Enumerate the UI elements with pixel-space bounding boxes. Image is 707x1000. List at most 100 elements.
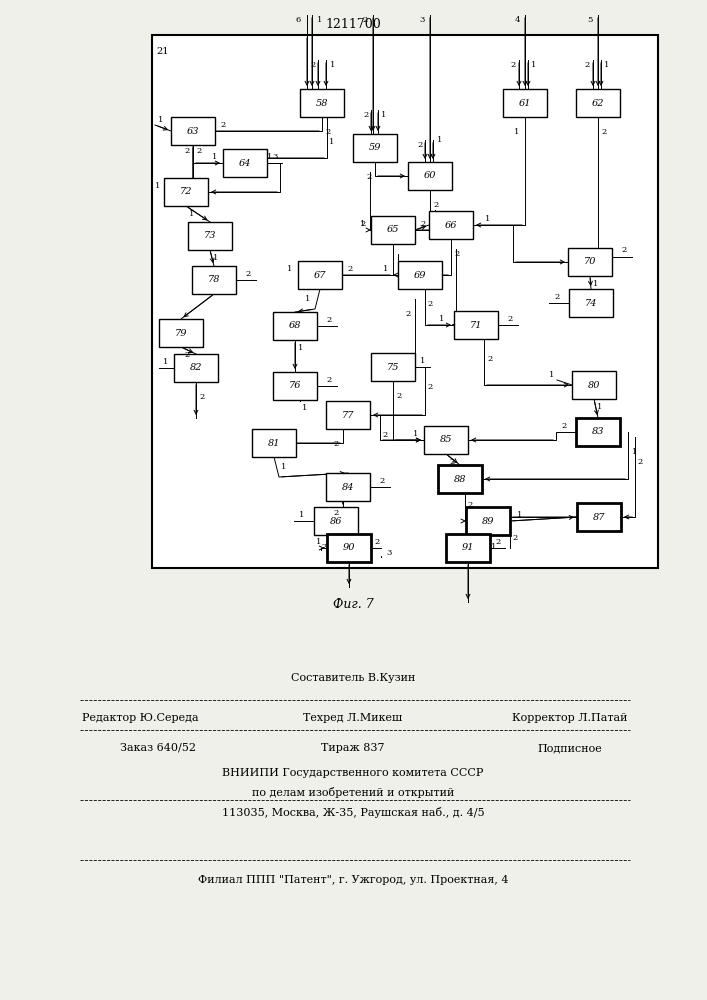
Text: Составитель В.Кузин: Составитель В.Кузин xyxy=(291,673,415,683)
Text: 1: 1 xyxy=(329,138,334,146)
Bar xyxy=(576,89,620,117)
Bar xyxy=(223,149,267,177)
Text: 87: 87 xyxy=(592,512,605,522)
Bar xyxy=(327,534,371,562)
Bar xyxy=(446,534,490,562)
Text: 65: 65 xyxy=(387,226,399,234)
Text: 2: 2 xyxy=(513,534,518,542)
Text: 63: 63 xyxy=(187,126,199,135)
Text: 2: 2 xyxy=(496,538,501,546)
Text: 1: 1 xyxy=(491,543,497,551)
Bar xyxy=(371,216,415,244)
Text: 82: 82 xyxy=(189,363,202,372)
Bar xyxy=(454,311,498,339)
Text: 2: 2 xyxy=(245,270,250,278)
Text: 1: 1 xyxy=(267,153,273,161)
Text: 2: 2 xyxy=(380,477,385,485)
Text: 2: 2 xyxy=(199,393,204,401)
Bar xyxy=(188,222,232,250)
Text: 2: 2 xyxy=(433,201,438,209)
Text: 2: 2 xyxy=(455,250,460,258)
Text: 6: 6 xyxy=(296,16,300,24)
Text: 90: 90 xyxy=(343,544,355,552)
Text: 84: 84 xyxy=(341,483,354,491)
Text: 67: 67 xyxy=(314,270,326,279)
Text: 71: 71 xyxy=(469,320,482,330)
Text: 2: 2 xyxy=(467,501,472,509)
Bar xyxy=(314,507,358,535)
Text: 68: 68 xyxy=(288,322,301,330)
Text: 1: 1 xyxy=(158,116,163,124)
Bar xyxy=(398,261,442,289)
Text: 2: 2 xyxy=(487,355,493,363)
Text: 2: 2 xyxy=(585,61,590,69)
Bar xyxy=(164,178,208,206)
Text: 70: 70 xyxy=(584,257,596,266)
Bar xyxy=(408,162,452,190)
Text: 2: 2 xyxy=(427,383,433,391)
Text: 1: 1 xyxy=(214,254,218,262)
Text: 1: 1 xyxy=(632,448,638,456)
Bar xyxy=(466,507,510,535)
Text: 1: 1 xyxy=(287,265,293,273)
Text: 1: 1 xyxy=(298,344,304,352)
Text: 3: 3 xyxy=(272,153,278,161)
Bar xyxy=(159,319,203,347)
Text: 1: 1 xyxy=(421,357,426,365)
Text: Корректор Л.Патай: Корректор Л.Патай xyxy=(513,713,628,723)
Text: 3: 3 xyxy=(419,16,425,24)
Bar xyxy=(326,401,370,429)
Text: Подписное: Подписное xyxy=(537,743,602,753)
Text: 2: 2 xyxy=(221,121,226,129)
Text: 2: 2 xyxy=(197,147,201,155)
Text: 2: 2 xyxy=(347,265,353,273)
Text: 79: 79 xyxy=(175,328,187,338)
Text: 91: 91 xyxy=(462,544,474,552)
Text: 80: 80 xyxy=(588,380,600,389)
Text: 2: 2 xyxy=(561,422,566,430)
Text: 61: 61 xyxy=(519,99,531,107)
Text: 1211700: 1211700 xyxy=(325,18,381,31)
Text: 1: 1 xyxy=(299,511,305,519)
Text: 2: 2 xyxy=(417,141,423,149)
Text: 72: 72 xyxy=(180,188,192,196)
Text: 2: 2 xyxy=(638,458,643,466)
Text: 1: 1 xyxy=(518,511,522,519)
Text: 2: 2 xyxy=(322,543,327,551)
Text: 85: 85 xyxy=(440,436,452,444)
Text: 77: 77 xyxy=(341,410,354,420)
Bar xyxy=(568,248,612,276)
Text: Фиг. 7: Фиг. 7 xyxy=(332,598,373,611)
Text: 5: 5 xyxy=(588,16,592,24)
Bar xyxy=(171,117,215,145)
Text: 74: 74 xyxy=(585,298,597,308)
Text: 1: 1 xyxy=(593,280,599,288)
Text: 2: 2 xyxy=(621,246,626,254)
Text: 1: 1 xyxy=(414,430,419,438)
Text: 2: 2 xyxy=(361,220,366,228)
Text: 1: 1 xyxy=(532,61,537,69)
Text: 2: 2 xyxy=(397,392,402,400)
Text: Заказ 640/52: Заказ 640/52 xyxy=(120,743,196,753)
Text: 2: 2 xyxy=(327,376,332,384)
Text: Филиал ППП "Патент", г. Ужгород, ул. Проектная, 4: Филиал ППП "Патент", г. Ужгород, ул. Про… xyxy=(198,875,508,885)
Text: 1: 1 xyxy=(303,404,308,412)
Text: 2: 2 xyxy=(508,315,513,323)
Text: 1: 1 xyxy=(281,463,286,471)
Text: 1: 1 xyxy=(438,136,443,144)
Bar xyxy=(273,312,317,340)
Text: 2: 2 xyxy=(363,111,368,119)
Bar xyxy=(298,261,342,289)
Bar xyxy=(192,266,236,294)
Text: 73: 73 xyxy=(204,232,216,240)
Text: 2: 2 xyxy=(325,128,331,136)
Text: 2: 2 xyxy=(366,173,372,181)
Text: 1: 1 xyxy=(549,371,555,379)
Text: 2: 2 xyxy=(185,351,189,359)
Bar xyxy=(353,134,397,162)
Bar xyxy=(174,354,218,382)
Text: 1: 1 xyxy=(514,128,520,136)
Bar xyxy=(424,426,468,454)
Text: 1: 1 xyxy=(439,315,445,323)
Text: 76: 76 xyxy=(288,381,301,390)
